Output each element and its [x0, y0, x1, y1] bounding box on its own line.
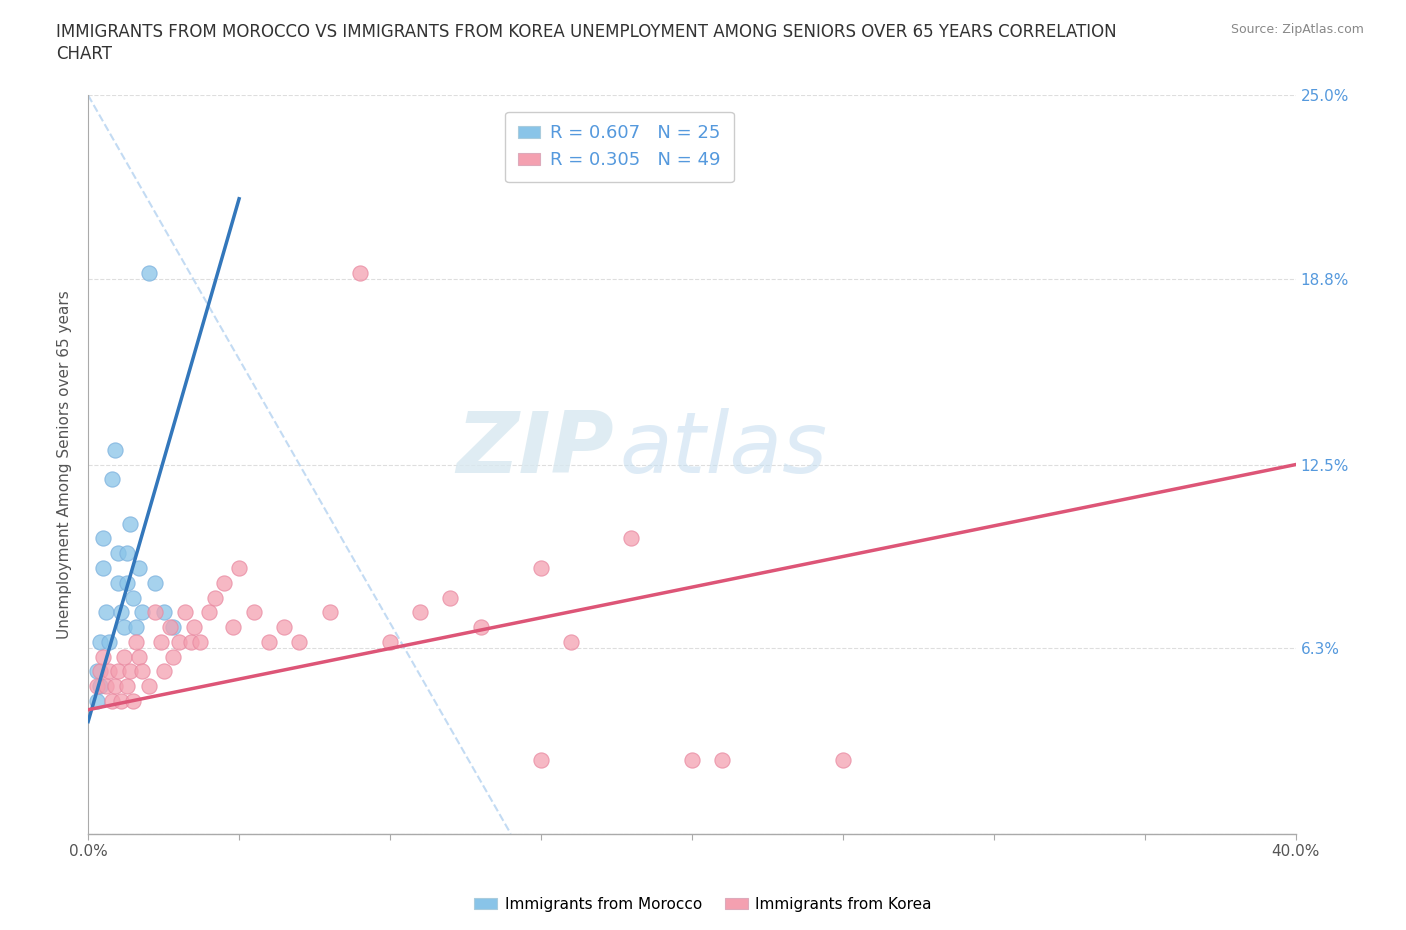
Point — [198, 604, 221, 619]
Text: CHART: CHART — [56, 45, 112, 62]
Point — [530, 561, 553, 576]
Point — [120, 516, 142, 531]
Point — [159, 619, 181, 634]
Y-axis label: Unemployment Among Seniors over 65 years: Unemployment Among Seniors over 65 years — [58, 290, 72, 639]
Point — [110, 694, 132, 709]
Point — [212, 576, 235, 591]
Point — [138, 679, 160, 694]
Point — [107, 664, 129, 679]
Point — [409, 604, 432, 619]
Point — [243, 604, 266, 619]
Point — [98, 634, 121, 649]
Point — [101, 472, 124, 486]
Point — [439, 590, 461, 604]
Point — [98, 664, 121, 679]
Point — [152, 664, 174, 679]
Point — [143, 604, 166, 619]
Point — [125, 619, 148, 634]
Point — [110, 604, 132, 619]
Text: Source: ZipAtlas.com: Source: ZipAtlas.com — [1230, 23, 1364, 36]
Point — [143, 576, 166, 591]
Point — [378, 634, 401, 649]
Point — [681, 752, 703, 767]
Text: atlas: atlas — [620, 408, 827, 491]
Point — [101, 694, 124, 709]
Point — [96, 679, 118, 694]
Point — [173, 604, 195, 619]
Point — [107, 546, 129, 561]
Point — [228, 561, 250, 576]
Point — [128, 561, 150, 576]
Point — [128, 649, 150, 664]
Text: ZIP: ZIP — [456, 408, 613, 491]
Point — [125, 634, 148, 649]
Point — [104, 679, 127, 694]
Point — [222, 619, 245, 634]
Point — [89, 664, 111, 679]
Point — [349, 265, 371, 280]
Point — [86, 664, 108, 679]
Point — [162, 649, 184, 664]
Point — [167, 634, 190, 649]
Point — [91, 531, 114, 546]
Point — [273, 619, 295, 634]
Point — [131, 664, 153, 679]
Point — [112, 619, 135, 634]
Point — [318, 604, 340, 619]
Point — [560, 634, 582, 649]
Text: IMMIGRANTS FROM MOROCCO VS IMMIGRANTS FROM KOREA UNEMPLOYMENT AMONG SENIORS OVER: IMMIGRANTS FROM MOROCCO VS IMMIGRANTS FR… — [56, 23, 1116, 41]
Point — [188, 634, 211, 649]
Point — [89, 679, 111, 694]
Point — [117, 679, 139, 694]
Point — [149, 634, 172, 649]
Legend: R = 0.607   N = 25, R = 0.305   N = 49: R = 0.607 N = 25, R = 0.305 N = 49 — [505, 112, 734, 182]
Point — [620, 531, 643, 546]
Point — [180, 634, 202, 649]
Legend: Immigrants from Morocco, Immigrants from Korea: Immigrants from Morocco, Immigrants from… — [468, 891, 938, 918]
Point — [86, 694, 108, 709]
Point — [91, 561, 114, 576]
Point — [122, 694, 145, 709]
Point — [470, 619, 492, 634]
Point — [131, 604, 153, 619]
Point — [831, 752, 853, 767]
Point — [530, 752, 553, 767]
Point — [711, 752, 734, 767]
Point — [138, 265, 160, 280]
Point — [89, 634, 111, 649]
Point — [96, 604, 118, 619]
Point — [86, 679, 108, 694]
Point — [288, 634, 311, 649]
Point — [107, 576, 129, 591]
Point — [122, 590, 145, 604]
Point — [117, 576, 139, 591]
Point — [91, 649, 114, 664]
Point — [183, 619, 205, 634]
Point — [120, 664, 142, 679]
Point — [117, 546, 139, 561]
Point — [259, 634, 281, 649]
Point — [112, 649, 135, 664]
Point — [104, 443, 127, 458]
Point — [152, 604, 174, 619]
Point — [204, 590, 226, 604]
Point — [162, 619, 184, 634]
